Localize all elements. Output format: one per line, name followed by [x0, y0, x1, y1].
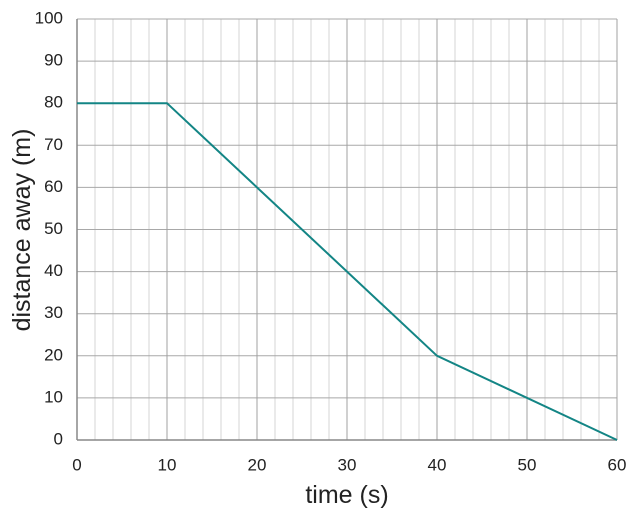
y-tick-label: 80	[44, 93, 63, 112]
x-tick-label: 20	[248, 455, 267, 474]
y-tick-label: 30	[44, 303, 63, 322]
data-line	[77, 102, 618, 441]
y-tick-label: 0	[54, 429, 63, 448]
y-tick-label: 20	[44, 345, 63, 364]
y-axis-label: distance away (m)	[8, 129, 36, 332]
y-tick-label: 40	[44, 261, 63, 280]
x-axis-label: time (s)	[305, 481, 388, 509]
y-tick-label: 50	[44, 219, 63, 238]
x-tick-label: 40	[428, 455, 447, 474]
x-tick-label: 30	[338, 455, 357, 474]
y-tick-label: 100	[35, 8, 63, 27]
y-tick-label: 70	[44, 135, 63, 154]
y-tick-label: 10	[44, 387, 63, 406]
x-tick-label: 60	[608, 455, 627, 474]
x-tick-label: 0	[72, 455, 81, 474]
x-tick-label: 50	[518, 455, 537, 474]
x-tick-label: 10	[158, 455, 177, 474]
y-tick-label: 90	[44, 51, 63, 70]
y-tick-label: 60	[44, 177, 63, 196]
